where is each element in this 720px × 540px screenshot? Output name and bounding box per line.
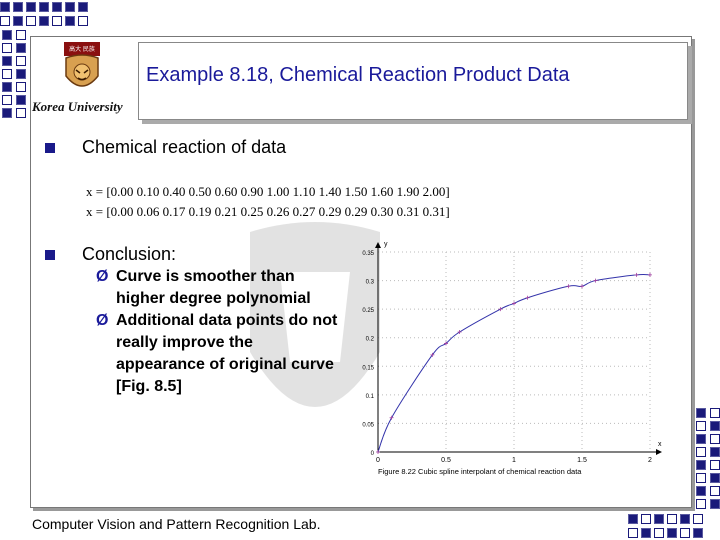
y-axis-arrow-icon bbox=[375, 242, 381, 248]
corner-squares-row2 bbox=[0, 16, 88, 26]
y-tick-label: 0.35 bbox=[362, 251, 374, 257]
sub-line-3: Additional data points do not bbox=[116, 312, 338, 329]
bullet-conclusion: Conclusion: bbox=[82, 244, 177, 264]
y-axis-label: y bbox=[384, 241, 388, 248]
x-tick-label: 0.5 bbox=[441, 457, 451, 464]
logo-text: Korea University bbox=[32, 99, 123, 114]
x-tick-label: 1.5 bbox=[577, 457, 587, 464]
corner-squares-right bbox=[696, 408, 706, 509]
corner-squares-right2 bbox=[710, 408, 720, 509]
data-point-marker bbox=[430, 352, 435, 357]
sub-bullet-arrow-icon: Ø bbox=[96, 268, 109, 285]
corner-squares-top bbox=[0, 2, 88, 12]
data-point-marker bbox=[389, 415, 394, 420]
sub-line-5: appearance of original curve bbox=[116, 356, 334, 373]
x-tick-label: 1 bbox=[512, 457, 516, 464]
x-tick-label: 0 bbox=[376, 457, 380, 464]
y-tick-label: 0.05 bbox=[362, 422, 374, 428]
x-tick-label: 2 bbox=[648, 457, 652, 464]
university-crest-icon: 高大 民族 bbox=[64, 42, 100, 87]
bullet-square bbox=[45, 250, 55, 260]
data-point-marker bbox=[593, 278, 598, 283]
data-point-marker bbox=[512, 301, 516, 306]
footer-lab-name: Computer Vision and Pattern Recognition … bbox=[32, 516, 321, 532]
y-tick-label: 0.3 bbox=[366, 280, 375, 286]
corner-squares-bottom2 bbox=[628, 528, 703, 538]
data-row-x: x = [0.00 0.10 0.40 0.50 0.60 0.90 1.00 … bbox=[86, 184, 450, 199]
x-axis-label: x bbox=[658, 441, 662, 448]
sub-line-2: higher degree polynomial bbox=[116, 290, 311, 307]
y-tick-label: 0.25 bbox=[362, 308, 374, 314]
bullet-square bbox=[45, 143, 55, 153]
corner-squares-left bbox=[2, 30, 12, 118]
spline-curve bbox=[377, 273, 651, 453]
sub-line-1: Curve is smoother than bbox=[116, 268, 295, 285]
corner-squares-bottom bbox=[628, 514, 703, 524]
watermark-crest-icon bbox=[250, 222, 380, 407]
data-point-marker bbox=[566, 284, 571, 289]
spline-chart: 0 0.5 1 1.5 2 0 0.05 0.1 0.15 0.2 0.25 0.3 0.35 y x Fig… bbox=[362, 241, 662, 476]
y-tick-label: 0.2 bbox=[366, 337, 375, 343]
y-tick-label: 0 bbox=[371, 451, 375, 457]
x-axis-arrow-icon bbox=[656, 449, 662, 455]
slide-title: Example 8.18, Chemical Reaction Product … bbox=[146, 64, 570, 86]
sub-bullet-arrow-icon: Ø bbox=[96, 312, 109, 329]
title-box bbox=[138, 42, 688, 120]
data-point-marker bbox=[634, 272, 639, 277]
data-point-marker bbox=[580, 284, 584, 289]
data-point-marker bbox=[498, 307, 503, 312]
data-point-marker bbox=[648, 272, 652, 277]
data-point-marker bbox=[376, 450, 380, 454]
svg-text:高大 民族: 高大 民族 bbox=[69, 45, 95, 53]
data-point-marker bbox=[444, 341, 448, 346]
y-tick-label: 0.1 bbox=[366, 394, 375, 400]
y-tick-label: 0.15 bbox=[362, 365, 374, 371]
sub-line-6: [Fig. 8.5] bbox=[116, 378, 182, 395]
chart-caption: Figure 8.22 Cubic spline interpolant of … bbox=[378, 467, 582, 476]
data-point-marker bbox=[457, 330, 462, 334]
bullet-chemical-reaction: Chemical reaction of data bbox=[82, 137, 287, 157]
sub-line-4: really improve the bbox=[116, 334, 253, 351]
data-row-y: x = [0.00 0.06 0.17 0.19 0.21 0.25 0.26 … bbox=[86, 204, 450, 219]
corner-squares-left2 bbox=[16, 30, 26, 118]
data-point-marker bbox=[525, 295, 530, 300]
